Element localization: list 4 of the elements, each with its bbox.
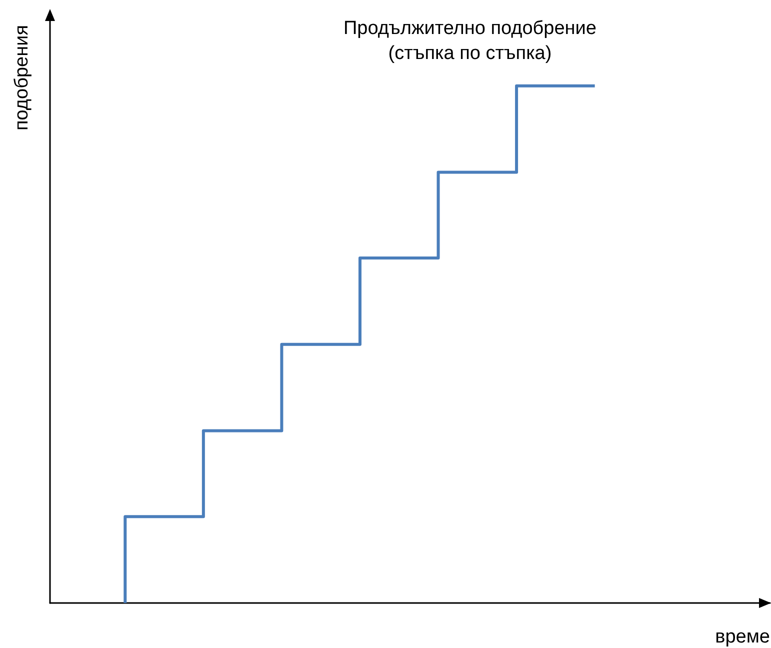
chart-subtitle: (стъпка по стъпка) xyxy=(388,43,552,64)
y-axis-title: подобрения xyxy=(12,25,32,131)
x-axis-title: време xyxy=(715,626,770,648)
chart-title: Продължително подобрение xyxy=(344,18,596,39)
